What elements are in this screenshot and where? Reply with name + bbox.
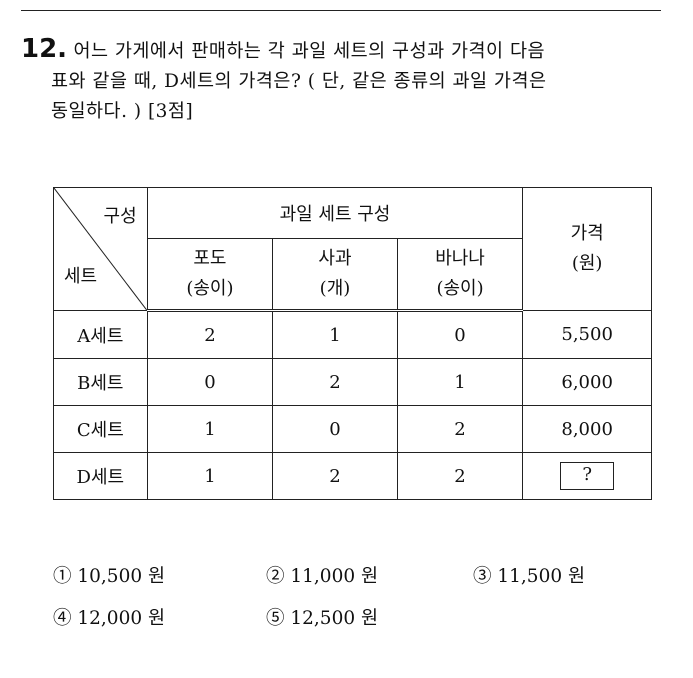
fruit-set-table: 구성 세트 과일 세트 구성 가격 (원) 포도 (송이) 사과 (개) 바나나 (송…: [53, 187, 652, 500]
apple-count-cell: 2: [272, 358, 398, 406]
table-row-c: C세트 1 0 2 8,000: [53, 405, 652, 453]
set-name-cell: C세트: [53, 405, 148, 453]
table-header-row: 구성 세트 과일 세트 구성 가격 (원): [53, 187, 652, 311]
choice-1[interactable]: ① 10,500 원: [53, 566, 166, 587]
apple-label: 사과: [318, 248, 352, 269]
choice-4[interactable]: ④ 12,000 원: [53, 608, 166, 629]
grape-count-cell: 1: [146, 405, 274, 453]
banana-count-cell: 2: [396, 405, 524, 453]
question-line-1: 12. 어느 가게에서 판매하는 각 과일 세트의 구성과 가격이 다음: [21, 34, 661, 67]
set-name-cell: B세트: [53, 358, 148, 406]
table-row-d: D세트 1 2 2 ?: [53, 452, 652, 500]
grape-unit: (송이): [186, 278, 234, 299]
price-cell: ?: [522, 452, 652, 500]
apple-unit: (개): [319, 278, 351, 299]
set-name-cell: A세트: [53, 310, 148, 359]
table-corner-cell: 구성 세트: [53, 187, 148, 311]
choice-3[interactable]: ③ 11,500 원: [473, 566, 586, 587]
price-unit: (원): [571, 253, 603, 274]
price-header-cell: 가격 (원): [522, 187, 652, 311]
banana-count-cell: 2: [396, 452, 524, 500]
banana-count-cell: 1: [396, 358, 524, 406]
banana-unit: (송이): [436, 278, 484, 299]
banana-count-cell: 0: [396, 310, 524, 359]
price-cell: 6,000: [522, 358, 652, 406]
grape-count-cell: 0: [146, 358, 274, 406]
column-header-banana: 바나나 (송이): [396, 238, 524, 312]
question-line-3: 동일하다. ) [3점]: [51, 101, 194, 122]
top-rule: [21, 10, 661, 11]
apple-count-cell: 0: [272, 405, 398, 453]
grape-label: 포도: [193, 248, 227, 269]
choice-5[interactable]: ⑤ 12,500 원: [266, 608, 379, 629]
question-line-2: 표와 같을 때, D세트의 가격은? ( 단, 같은 종류의 과일 가격은: [51, 71, 547, 92]
grape-count-cell: 2: [146, 310, 274, 359]
question-line-1-text: 어느 가게에서 판매하는 각 과일 세트의 구성과 가격이 다음: [73, 41, 545, 62]
corner-diagonal-line: [54, 188, 147, 310]
price-header: 가격: [570, 223, 604, 244]
question-text: 12. 어느 가게에서 판매하는 각 과일 세트의 구성과 가격이 다음 표와 …: [21, 34, 661, 127]
column-header-grape: 포도 (송이): [146, 238, 274, 312]
table-row-a: A세트 2 1 0 5,500: [53, 310, 652, 359]
choice-2[interactable]: ② 11,000 원: [266, 566, 379, 587]
grape-count-cell: 1: [146, 452, 274, 500]
unknown-price-box: ?: [560, 462, 615, 490]
apple-count-cell: 1: [272, 310, 398, 359]
price-cell: 5,500: [522, 310, 652, 359]
table-row-b: B세트 0 2 1 6,000: [53, 358, 652, 406]
table-subheader-row: 포도 (송이) 사과 (개) 바나나 (송이): [54, 238, 652, 312]
set-name-cell: D세트: [53, 452, 148, 500]
price-cell: 8,000: [522, 405, 652, 453]
corner-label-set: 세트: [64, 266, 98, 287]
apple-count-cell: 2: [272, 452, 398, 500]
question-number: 12.: [21, 34, 68, 64]
banana-label: 바나나: [435, 248, 485, 269]
corner-label-composition: 구성: [103, 206, 137, 227]
column-header-apple: 사과 (개): [272, 238, 398, 312]
group-header: 과일 세트 구성: [146, 187, 524, 239]
